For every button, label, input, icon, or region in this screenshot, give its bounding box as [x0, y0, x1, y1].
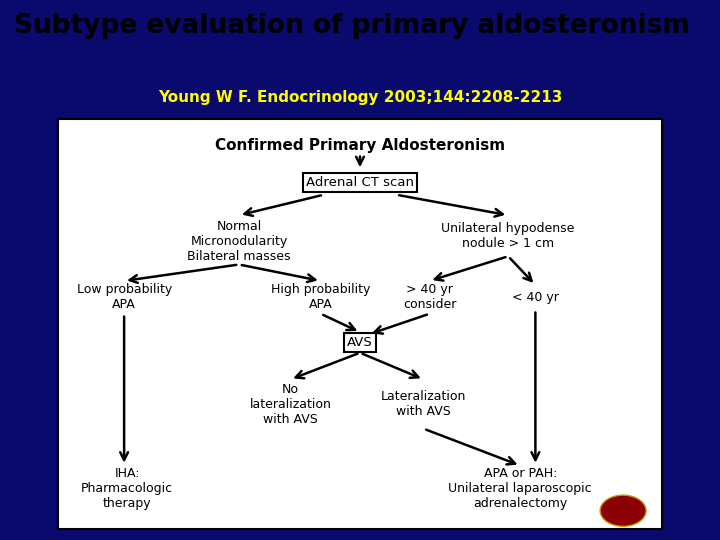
Circle shape: [600, 495, 646, 526]
Text: High probability
APA: High probability APA: [271, 284, 370, 312]
Text: Normal
Micronodularity
Bilateral masses: Normal Micronodularity Bilateral masses: [187, 220, 291, 264]
Text: Unilateral hypodense
nodule > 1 cm: Unilateral hypodense nodule > 1 cm: [441, 222, 575, 250]
Text: Low probability
APA: Low probability APA: [76, 284, 172, 312]
Text: Lateralization
with AVS: Lateralization with AVS: [381, 390, 466, 418]
Text: Confirmed Primary Aldosteronism: Confirmed Primary Aldosteronism: [215, 138, 505, 153]
Text: Young W F. Endocrinology 2003;144:2208-2213: Young W F. Endocrinology 2003;144:2208-2…: [158, 90, 562, 105]
Text: Adrenal CT scan: Adrenal CT scan: [306, 176, 414, 189]
Text: No
lateralization
with AVS: No lateralization with AVS: [250, 382, 331, 426]
Text: > 40 yr
consider: > 40 yr consider: [403, 284, 456, 312]
Text: IHA:
Pharmacologic
therapy: IHA: Pharmacologic therapy: [81, 467, 174, 510]
Text: AVS: AVS: [347, 336, 373, 349]
Text: APA or PAH:
Unilateral laparoscopic
adrenalectomy: APA or PAH: Unilateral laparoscopic adre…: [449, 467, 592, 510]
Text: Subtype evaluation of primary aldosteronism: Subtype evaluation of primary aldosteron…: [14, 13, 690, 39]
Text: < 40 yr: < 40 yr: [512, 291, 559, 304]
